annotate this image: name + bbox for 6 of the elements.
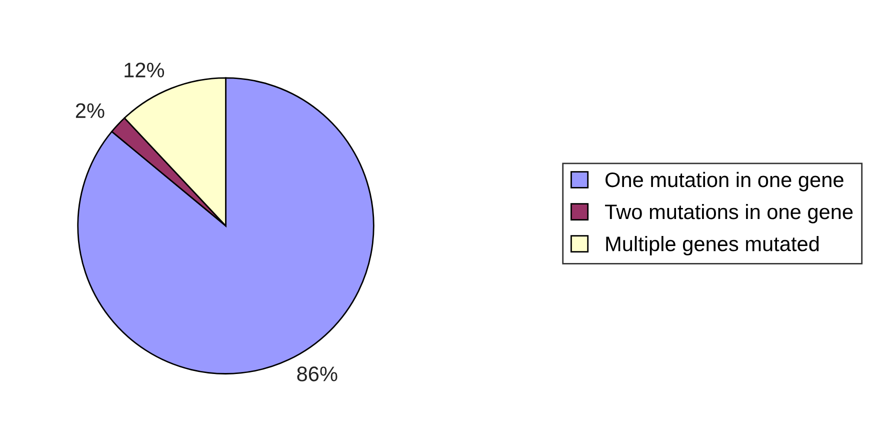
data-label: 86% bbox=[297, 366, 338, 382]
legend-label: Multiple genes mutated bbox=[606, 236, 819, 256]
data-label: 2% bbox=[76, 103, 104, 118]
legend-label: One mutation in one gene bbox=[606, 172, 844, 192]
legend-label: Two mutations in one gene bbox=[605, 204, 853, 224]
data-label: 12% bbox=[124, 62, 164, 78]
